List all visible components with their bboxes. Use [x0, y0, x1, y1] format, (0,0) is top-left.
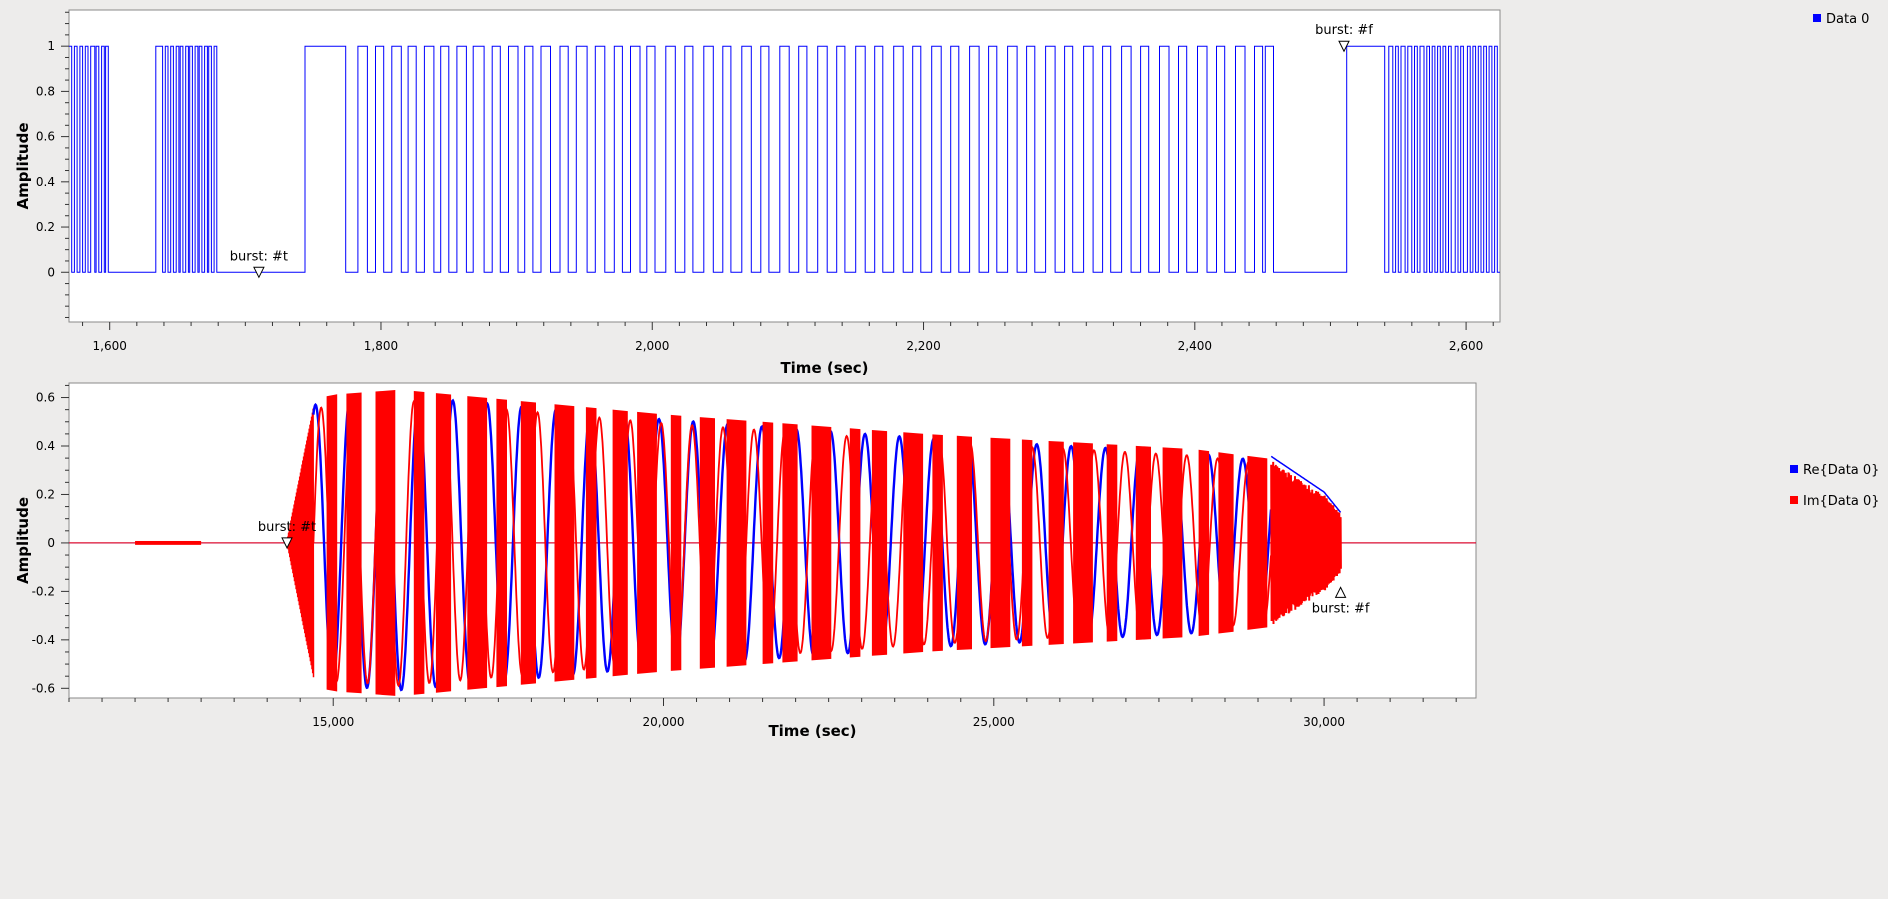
y-tick-label: 0 [47, 265, 55, 279]
im-burst-block [496, 398, 507, 688]
im-trace [312, 399, 1272, 688]
y-tick-label: 0.2 [36, 487, 55, 501]
x-tick-label: 20,000 [643, 715, 685, 729]
y-tick-label: 0 [47, 536, 55, 550]
im-burst-block [637, 411, 657, 674]
plot-traces [69, 390, 1476, 696]
legend-label: Re{Data 0} [1803, 463, 1879, 478]
im-burst-block [932, 434, 943, 652]
im-burst-block [375, 390, 396, 696]
im-burst-block [699, 417, 715, 669]
im-burst-block [782, 423, 798, 663]
im-burst-block [1106, 444, 1118, 642]
x-tick-label: 25,000 [973, 715, 1015, 729]
y-tick-label: -0.4 [32, 633, 55, 647]
y-axis-label: Amplitude [14, 497, 32, 584]
legend-swatch [1813, 14, 1821, 22]
y-tick-label: 0.6 [36, 130, 55, 144]
x-tick-label: 2,000 [635, 339, 669, 353]
im-burst-block [413, 391, 425, 695]
x-tick-label: 2,400 [1178, 339, 1212, 353]
im-preamble [286, 408, 315, 678]
y-tick-label: 1 [47, 39, 55, 53]
im-burst-block [1021, 439, 1033, 647]
im-burst-block [1162, 447, 1183, 639]
y-tick-label: 0.8 [36, 84, 55, 98]
im-burst-block [726, 419, 747, 667]
legend-swatch [1790, 496, 1798, 504]
complex-plot: burst: #t burst: #f 15,000 20,000 25,000 30,0… [14, 382, 1879, 740]
x-tick-label: 2,600 [1449, 339, 1483, 353]
im-burst-block [1073, 442, 1093, 644]
im-burst-block [612, 409, 628, 677]
im-burst-block [1198, 449, 1210, 636]
legend-label: Im{Data 0} [1803, 494, 1879, 509]
x-tick-label: 30,000 [1303, 715, 1345, 729]
im-burst-block [670, 414, 682, 671]
re-tail-edge [1270, 455, 1342, 513]
im-burst-block [326, 394, 338, 692]
im-tail [1270, 461, 1342, 625]
x-tick-label: 1,600 [93, 339, 127, 353]
burst-marker [1338, 40, 1350, 53]
binary-plot: burst: #t burst: #f 1,600 1,800 2,000 2,200 2,… [14, 9, 1869, 377]
y-tick-label: 0.4 [36, 175, 55, 189]
burst-label: burst: #t [258, 520, 316, 535]
plot-area [68, 9, 1501, 323]
legend-swatch [1790, 465, 1798, 473]
x-axis-label: Time (sec) [780, 359, 868, 377]
burst-marker [1334, 586, 1347, 598]
burst-marker [281, 537, 293, 550]
x-tick-label: 15,000 [312, 715, 354, 729]
im-blip [135, 540, 202, 545]
y-tick-label: 0.4 [36, 439, 55, 453]
data-0-trace [69, 45, 1500, 273]
burst-marker [253, 266, 265, 279]
im-burst-block [762, 421, 774, 664]
y-tick-label: 0.6 [36, 391, 55, 405]
burst-label: burst: #t [230, 249, 288, 264]
burst-label: burst: #f [1315, 23, 1373, 38]
x-axis-label: Time (sec) [768, 722, 856, 740]
im-burst-block [467, 396, 488, 690]
y-axis-label: Amplitude [14, 122, 32, 209]
x-tick-label: 1,800 [364, 339, 398, 353]
y-tick-label: -0.6 [32, 681, 55, 695]
x-tick-label: 2,200 [906, 339, 940, 353]
im-burst-block [554, 404, 575, 682]
plot-traces [69, 45, 1500, 273]
legend-label: Data 0 [1826, 12, 1869, 27]
burst-label: burst: #f [1312, 601, 1370, 616]
im-burst-block [1247, 455, 1268, 630]
im-burst-block [1135, 445, 1151, 640]
y-tick-label: -0.2 [32, 584, 55, 598]
y-tick-label: 0.2 [36, 220, 55, 234]
